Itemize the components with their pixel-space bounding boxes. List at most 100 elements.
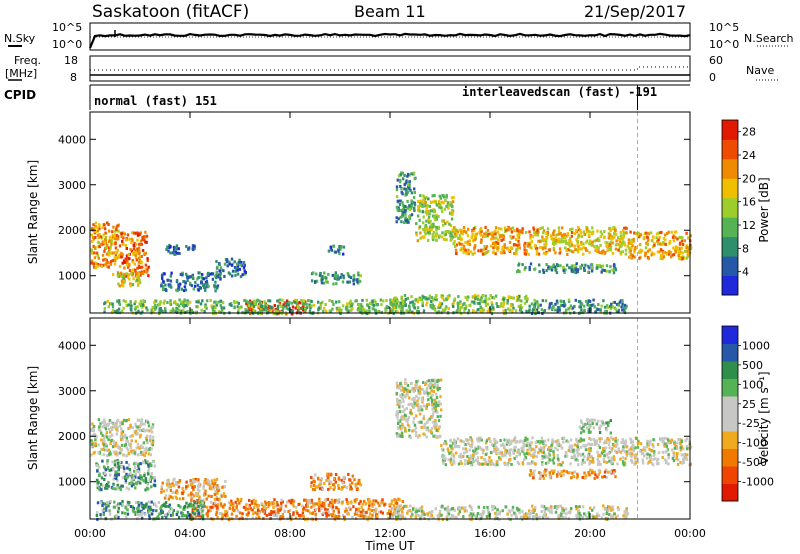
heatmap-cell [616, 514, 619, 518]
heatmap-cell [427, 384, 430, 388]
heatmap-cell [646, 243, 650, 247]
heatmap-cell [154, 304, 157, 307]
heatmap-cell [409, 188, 412, 192]
heatmap-cell [128, 482, 131, 486]
heatmap-cell [214, 480, 217, 484]
heatmap-cell [124, 511, 127, 515]
heatmap-cell [137, 467, 141, 471]
heatmap-cell [550, 511, 553, 515]
heatmap-cell [429, 303, 432, 307]
heatmap-cell [571, 306, 575, 310]
heatmap-cell [467, 248, 470, 252]
heatmap-cell [312, 479, 315, 483]
heatmap-cell [202, 485, 205, 488]
heatmap-cell [138, 513, 141, 517]
heatmap-cell [109, 245, 112, 249]
heatmap-cell [96, 501, 100, 505]
heatmap-cell [325, 309, 328, 313]
heatmap-cell [320, 507, 323, 511]
heatmap-cell [160, 309, 163, 313]
heatmap-cell [571, 250, 574, 254]
heatmap-cell [94, 221, 98, 225]
heatmap-cell [595, 264, 599, 267]
heatmap-cell [392, 504, 396, 507]
heatmap-cell [527, 252, 530, 256]
heatmap-cell [247, 307, 250, 311]
heatmap-cell [554, 302, 557, 306]
heatmap-cell [393, 305, 396, 309]
heatmap-cell [458, 309, 461, 313]
heatmap-cell [371, 513, 374, 517]
heatmap-cell [606, 305, 610, 309]
heatmap-cell [355, 299, 358, 303]
heatmap-cell [292, 500, 295, 504]
heatmap-cell [273, 498, 276, 502]
colorbar-segment [722, 256, 738, 276]
heatmap-cell [545, 232, 548, 235]
heatmap-cell [144, 488, 147, 492]
heatmap-cell [230, 499, 233, 503]
heatmap-cell [396, 199, 399, 203]
heatmap-cell [684, 249, 687, 253]
heatmap-cell [429, 511, 432, 515]
heatmap-cell [279, 504, 282, 508]
heatmap-cell [495, 302, 498, 306]
heatmap-cell [371, 504, 374, 508]
heatmap-cell [449, 224, 453, 228]
heatmap-cell [182, 507, 185, 511]
heatmap-cell [506, 299, 509, 303]
heatmap-cell [667, 230, 670, 234]
heatmap-cell [579, 301, 582, 305]
heatmap-cell [131, 238, 134, 242]
heatmap-cell [434, 399, 437, 403]
heatmap-cell [429, 415, 433, 419]
heatmap-cell [319, 302, 323, 306]
heatmap-cell [110, 439, 113, 443]
heatmap-cell [625, 304, 628, 308]
heatmap-cell [102, 263, 105, 267]
heatmap-cell [331, 483, 335, 487]
heatmap-cell [480, 248, 483, 252]
heatmap-cell [408, 187, 411, 191]
heatmap-cell [259, 302, 262, 306]
heatmap-cell [411, 429, 414, 433]
freq-ytick-bottom: 8 [70, 71, 77, 84]
heatmap-cell [581, 505, 585, 509]
heatmap-cell [338, 300, 341, 304]
heatmap-cell [617, 236, 620, 240]
heatmap-cell [664, 238, 667, 242]
heatmap-cell [451, 228, 454, 232]
heatmap-cell [426, 228, 429, 232]
heatmap-cell [468, 239, 471, 243]
heatmap-cell [131, 283, 135, 287]
heatmap-cell [325, 512, 328, 516]
heatmap-cell [199, 302, 203, 306]
heatmap-cell [430, 399, 434, 403]
heatmap-cell [373, 510, 376, 514]
heatmap-cell [669, 255, 673, 259]
heatmap-cell [554, 268, 558, 272]
heatmap-cell [431, 303, 434, 307]
heatmap-cell [484, 301, 488, 304]
heatmap-cell [591, 508, 594, 512]
heatmap-cell [220, 268, 223, 272]
heatmap-cell [392, 303, 395, 307]
heatmap-cell [560, 512, 563, 516]
heatmap-cell [171, 511, 175, 515]
heatmap-cell [404, 429, 408, 433]
heatmap-cell [534, 506, 537, 510]
heatmap-cell [551, 242, 555, 245]
heatmap-cell [362, 511, 366, 515]
heatmap-cell [201, 515, 204, 519]
heatmap-cell [379, 510, 383, 514]
heatmap-cell [431, 194, 434, 198]
heatmap-cell [447, 296, 450, 300]
heatmap-cell [417, 407, 421, 411]
heatmap-cell [123, 266, 126, 270]
heatmap-cell [592, 515, 595, 519]
heatmap-cell [500, 239, 503, 242]
heatmap-cell [450, 507, 454, 511]
heatmap-cell [545, 242, 548, 246]
heatmap-cell [449, 456, 453, 460]
heatmap-cell [188, 275, 191, 279]
